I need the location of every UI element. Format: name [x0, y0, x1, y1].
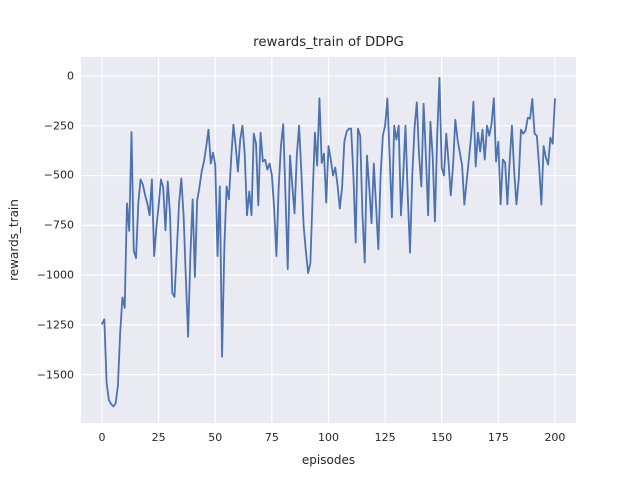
x-tick-label: 0 — [98, 431, 106, 444]
x-tick-label: 25 — [151, 431, 166, 444]
y-tick-label: −1500 — [36, 368, 74, 382]
y-tick-label: −750 — [43, 218, 74, 232]
plot-svg — [81, 57, 576, 423]
x-tick-label: 125 — [374, 431, 396, 444]
x-axis-label: episodes — [301, 453, 356, 467]
x-tick-label: 75 — [264, 431, 279, 444]
y-tick-label: −250 — [43, 119, 74, 133]
x-tick-label: 100 — [318, 431, 339, 444]
x-tick-label: 175 — [487, 431, 509, 444]
y-tick-label: −1000 — [36, 268, 74, 282]
x-tick-label: 150 — [431, 431, 453, 444]
chart-title: rewards_train of DDPG — [253, 35, 404, 50]
plot-area — [81, 57, 576, 423]
x-tick-label: 50 — [208, 431, 223, 444]
y-tick-label: 0 — [67, 69, 74, 83]
series-line-rewards-train — [101, 77, 556, 408]
y-tick-label: −500 — [43, 168, 74, 182]
x-tick-label: 200 — [544, 431, 566, 444]
y-tick-label: −1250 — [36, 318, 74, 332]
